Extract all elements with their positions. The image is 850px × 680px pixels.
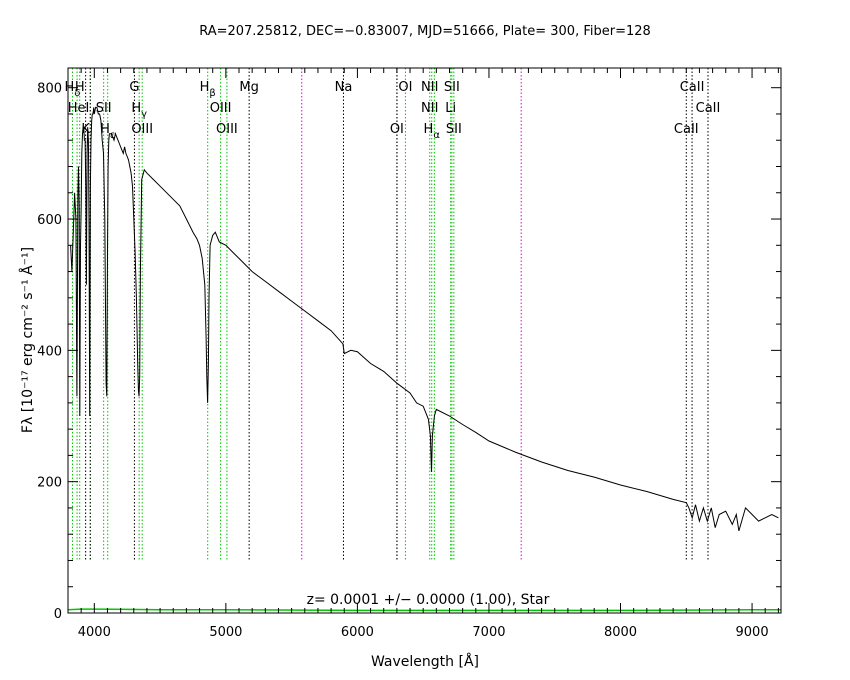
- line-label-8: OIII: [131, 122, 153, 137]
- plot-frame: [67, 67, 782, 614]
- line-label-16: NII: [421, 80, 438, 95]
- vertical-lines: [71, 68, 709, 560]
- spectrum-series: [70, 106, 779, 532]
- redshift-annotation: z= 0.0001 +/− 0.0000 (1.00), Star: [307, 592, 550, 608]
- y-tick-label-2: 400: [37, 344, 62, 359]
- line-label-22: CaII: [680, 80, 705, 95]
- x-tick-label-3: 7000: [472, 625, 505, 640]
- line-label-19: Li: [445, 101, 456, 116]
- x-tick-label-2: 6000: [341, 625, 374, 640]
- line-label-23: CaII: [696, 101, 721, 116]
- line-label-12: Mg: [239, 80, 258, 95]
- line-label-21: SII: [446, 122, 462, 137]
- data-layer: [67, 106, 781, 612]
- error-series: [67, 608, 781, 612]
- chart-title: RA=207.25812, DEC=−0.83007, MJD=51666, P…: [199, 24, 651, 39]
- y-tick-label-3: 600: [37, 213, 62, 228]
- x-tick-label-5: 9000: [736, 625, 769, 640]
- line-label-15: OI: [390, 122, 404, 137]
- y-tick-label-1: 200: [37, 476, 62, 491]
- y-tick-label-0: 0: [54, 607, 62, 622]
- line-label-13: Na: [335, 80, 353, 95]
- x-tick-label-4: 8000: [604, 625, 637, 640]
- line-label-17: SII: [444, 80, 460, 95]
- x-tick-label-1: 5000: [209, 625, 242, 640]
- line-label-6: G: [129, 80, 139, 95]
- line-label-11: OIII: [216, 122, 238, 137]
- line-label-24: CaII: [674, 122, 699, 137]
- line-label-18: NII: [421, 101, 438, 116]
- line-label-1: H: [75, 80, 85, 95]
- x-axis: 4000 5000 6000 7000 8000 9000: [78, 68, 779, 640]
- y-axis: 0 200 400 600 800: [37, 82, 781, 622]
- line-label-2: HeI: [68, 101, 90, 116]
- line-label-10: OIII: [210, 101, 232, 116]
- line-label-3: SII: [96, 101, 112, 116]
- y-tick-label-4: 800: [37, 82, 62, 97]
- x-tick-label-0: 4000: [78, 625, 111, 640]
- x-axis-label: Wavelength [Å]: [371, 653, 479, 670]
- y-axis-label: Fλ [10⁻¹⁷ erg cm⁻² s⁻¹ Å⁻¹]: [19, 247, 36, 433]
- line-label-14: OI: [398, 80, 412, 95]
- line-label-4: K: [81, 122, 90, 137]
